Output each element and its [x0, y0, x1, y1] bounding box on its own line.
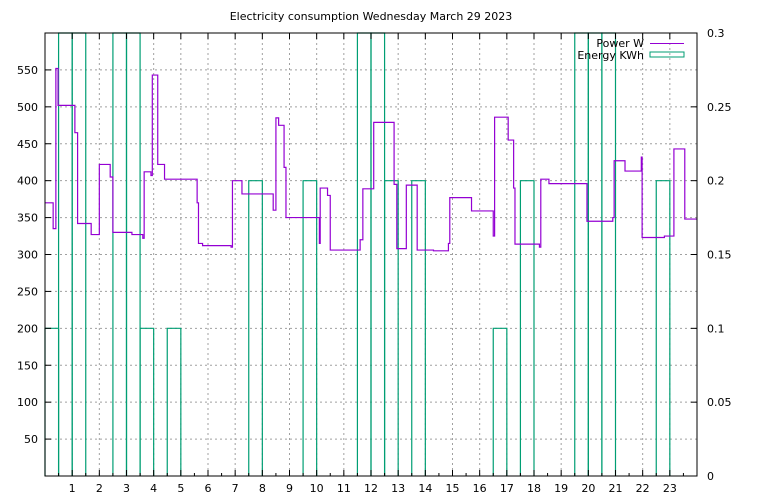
x-tick-label: 22 — [636, 482, 650, 495]
x-tick-label: 6 — [205, 482, 212, 495]
y-tick-label: 200 — [17, 322, 38, 335]
x-tick-label: 11 — [337, 482, 351, 495]
y2-tick-labels: 0 0.05 0.1 0.15 0.2 0.25 0.3 — [707, 27, 732, 483]
x-tick-label: 23 — [663, 482, 677, 495]
y-tick-label: 50 — [24, 433, 38, 446]
y-tick-label: 500 — [17, 101, 38, 114]
y2-tick-label: 0.3 — [707, 27, 725, 40]
energy-bar — [139, 327, 155, 476]
y2-tick-label: 0.15 — [707, 249, 732, 262]
energy-bar — [112, 32, 128, 476]
x-tick-label: 8 — [259, 482, 266, 495]
energy-bar — [519, 180, 535, 476]
x-tick-label: 10 — [310, 482, 324, 495]
y-tick-labels: 50 100 150 200 250 300 350 400 450 500 550 — [17, 64, 38, 446]
x-tick-label: 2 — [96, 482, 103, 495]
x-tick-label: 16 — [473, 482, 487, 495]
energy-bar — [166, 327, 182, 476]
x-tick-label: 17 — [500, 482, 514, 495]
y-tick-label: 350 — [17, 212, 38, 225]
y2-tick-label: 0.25 — [707, 101, 732, 114]
energy-bar — [655, 180, 671, 476]
y2-tick-label: 0 — [707, 470, 714, 483]
x-tick-label: 1 — [69, 482, 76, 495]
y-tick-label: 550 — [17, 64, 38, 77]
x-tick-label: 20 — [581, 482, 595, 495]
x-tick-label: 21 — [609, 482, 623, 495]
x-tick-label: 14 — [418, 482, 432, 495]
power-line — [45, 67, 697, 252]
y2-tick-label: 0.1 — [707, 322, 725, 335]
energy-bar — [125, 32, 141, 476]
chart-title: Electricity consumption Wednesday March … — [230, 10, 513, 23]
x-tick-label: 12 — [364, 482, 378, 495]
y2-tick-label: 0.2 — [707, 175, 725, 188]
energy-bar — [383, 180, 399, 476]
x-tick-label: 18 — [527, 482, 541, 495]
y2-tick-label: 0.05 — [707, 396, 732, 409]
legend-label-energy: Energy KWh — [577, 49, 644, 62]
y-tick-label: 300 — [17, 249, 38, 262]
energy-bar — [492, 327, 508, 476]
energy-bar — [411, 180, 426, 476]
x-tick-label: 5 — [177, 482, 184, 495]
y-tick-label: 100 — [17, 396, 38, 409]
y-tick-label: 150 — [17, 359, 38, 372]
x-tick-label: 19 — [554, 482, 568, 495]
power-series — [45, 67, 697, 252]
legend-sample-energy — [649, 51, 685, 58]
energy-bar — [302, 180, 318, 476]
x-tick-label: 7 — [232, 482, 239, 495]
x-tick-label: 13 — [391, 482, 405, 495]
energy-bar — [601, 32, 617, 476]
y-tick-label: 400 — [17, 175, 38, 188]
legend: Power W Energy KWh — [577, 37, 685, 62]
x-tick-label: 3 — [123, 482, 130, 495]
y-tick-label: 450 — [17, 138, 38, 151]
energy-bar — [71, 32, 87, 476]
energy-bar — [248, 180, 263, 476]
x-tick-label: 15 — [446, 482, 460, 495]
x-tick-labels: 1 2 3 4 5 6 7 8 9 10 11 12 13 14 15 16 17 18 19 20 21 22 23 — [69, 482, 677, 495]
x-tick-label: 4 — [150, 482, 157, 495]
energy-bar — [356, 32, 372, 476]
y-tick-label: 250 — [17, 285, 38, 298]
tick-marks — [45, 32, 697, 477]
x-tick-label: 9 — [286, 482, 293, 495]
legend-label-power: Power W — [596, 37, 644, 50]
energy-bar — [370, 32, 386, 476]
